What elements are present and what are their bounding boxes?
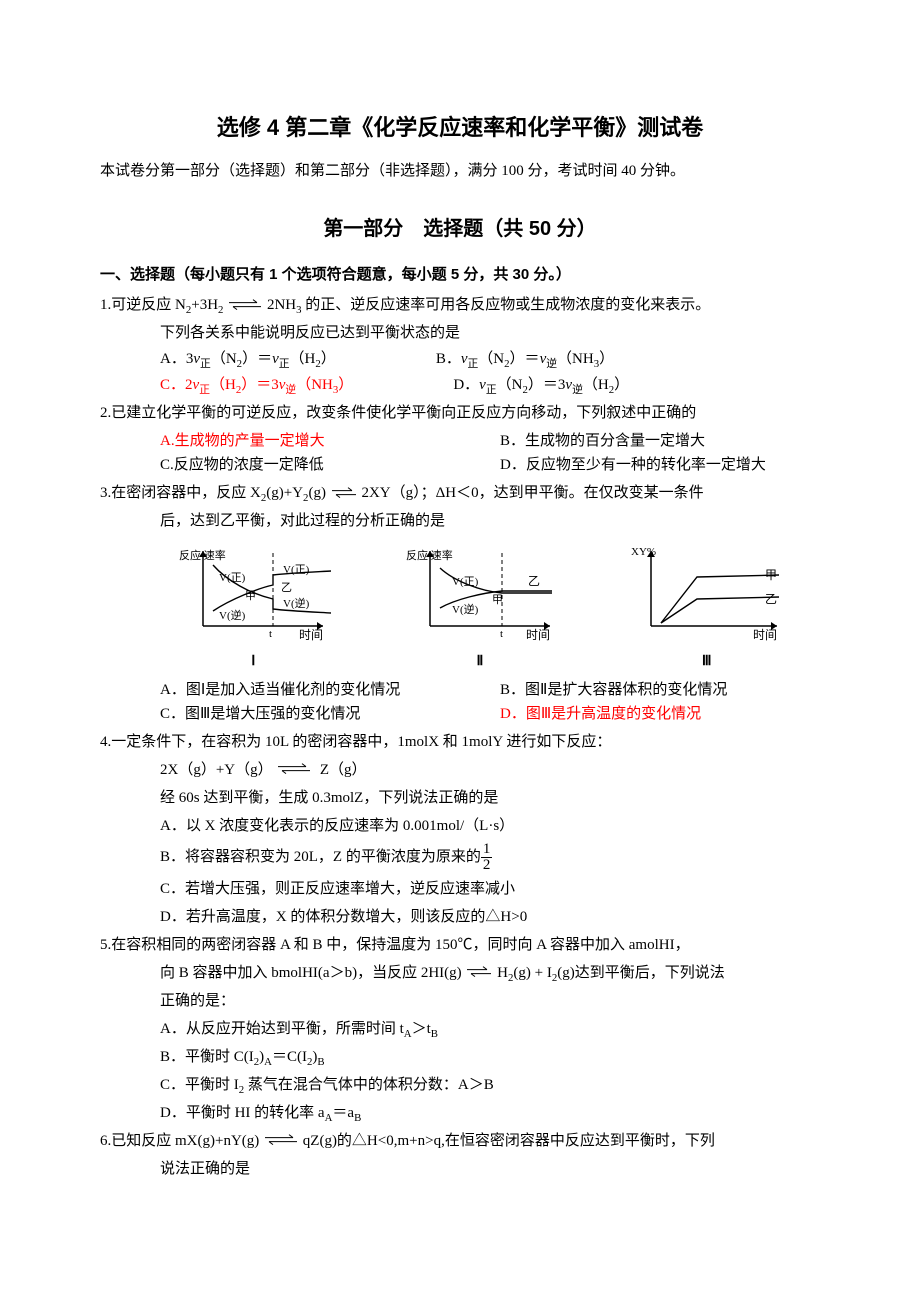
svg-text:乙: 乙 (281, 581, 292, 594)
q3-cap-1: Ⅰ (173, 651, 333, 673)
q1-s-d: 的正、逆反应速率可用各反应物或生成物浓度的变化来表示。 (302, 297, 711, 313)
q3-figures: 反应 速率 V(正) V(正) 甲 乙 V(逆) V(逆) t 时间 Ⅰ 反应 … (140, 541, 820, 673)
svg-text:时间: 时间 (753, 628, 777, 641)
q3-s-c: (g) (308, 485, 329, 501)
q5-stem-3: 正确的是： (100, 989, 820, 1013)
svg-text:甲: 甲 (765, 568, 777, 582)
chart-icon: XY% 甲 乙 时间 (627, 541, 787, 641)
q2-opt-c: C.反应物的浓度一定降低 (160, 453, 480, 477)
q1-opts-row2: C．2v正（H2）＝3v逆（NH3） D．v正（N2）＝3v逆（H2） (100, 373, 820, 397)
svg-text:V(逆): V(逆) (283, 596, 310, 610)
svg-text:XY%: XY% (631, 546, 656, 558)
q1-opt-d: D．v正（N2）＝3v逆（H2） (453, 373, 629, 397)
equilibrium-icon (263, 1134, 299, 1149)
q3-opts: A．图Ⅰ是加入适当催化剂的变化情况 B．图Ⅱ是扩大容器体积的变化情况 C．图Ⅲ是… (100, 678, 820, 726)
chart-icon: 反应 速率 V(正) V(正) 甲 乙 V(逆) V(逆) t 时间 (173, 541, 333, 641)
page-subtitle: 本试卷分第一部分（选择题）和第二部分（非选择题），满分 100 分，考试时间 4… (100, 159, 820, 183)
q3-s-a: 3.在密闭容器中，反应 X (100, 485, 261, 501)
svg-text:t: t (269, 628, 272, 640)
q6-stem: 6.已知反应 mX(g)+nY(g) qZ(g)的△H<0,m+n>q,在恒容密… (100, 1129, 820, 1153)
q2-opt-a: A.生成物的产量一定增大 (160, 429, 480, 453)
q3-cap-2: Ⅱ (400, 651, 560, 673)
q1-stem-2: 下列各关系中能说明反应已达到平衡状态的是 (100, 321, 820, 345)
q5-opt-c: C．平衡时 I2 蒸气在混合气体中的体积分数：A＞B (100, 1073, 820, 1097)
svg-text:V(正): V(正) (283, 564, 310, 576)
q1-stem: 1.可逆反应 N2+3H2 2NH3 的正、逆反应速率可用各反应物或生成物浓度的… (100, 293, 820, 317)
q5-opt-a: A．从反应开始达到平衡，所需时间 tA＞tB (100, 1017, 820, 1041)
q3-cap-3: Ⅲ (627, 651, 787, 673)
section-1-heading: 第一部分 选择题（共 50 分） (100, 213, 820, 245)
svg-text:V(正): V(正) (219, 572, 246, 584)
q3-opt-b: B．图Ⅱ是扩大容器体积的变化情况 (500, 678, 820, 702)
q5-opt-d: D．平衡时 HI 的转化率 aA＝aB (100, 1101, 820, 1125)
q1-opts-row1: A．3v正（N2）＝v正（H2） B．v正（N2）＝v逆（NH3） (100, 347, 820, 371)
q3-fig-2: 反应 速率 V(正) 乙 甲 V(逆) t 时间 Ⅱ (400, 541, 560, 673)
q4-opt-d: D．若升高温度，X 的体积分数增大，则该反应的△H>0 (100, 905, 820, 929)
q2-opt-d: D．反应物至少有一种的转化率一定增大 (500, 453, 820, 477)
section-1-sub: 一、选择题（每小题只有 1 个选项符合题意，每小题 5 分，共 30 分。） (100, 263, 820, 287)
q3-s-b: (g)+Y (266, 485, 303, 501)
svg-text:反应 速率: 反应 速率 (406, 548, 453, 562)
svg-text:V(逆): V(逆) (219, 608, 246, 622)
q1-s-b: +3H (191, 297, 218, 313)
q6-s-a: 6.已知反应 mX(g)+nY(g) (100, 1133, 259, 1149)
q4-eq: 2X（g）+Y（g） Z（g） (100, 758, 820, 782)
svg-text:V(正): V(正) (452, 576, 479, 588)
svg-text:反应 速率: 反应 速率 (179, 548, 226, 562)
q6-stem-2: 说法正确的是 (100, 1157, 820, 1181)
q2-opt-b: B．生成物的百分含量一定增大 (500, 429, 820, 453)
equilibrium-icon (227, 298, 263, 313)
q3-fig-1: 反应 速率 V(正) V(正) 甲 乙 V(逆) V(逆) t 时间 Ⅰ (173, 541, 333, 673)
svg-text:乙: 乙 (528, 574, 540, 588)
q5-stem-1: 5.在容积相同的两密闭容器 A 和 B 中，保持温度为 150℃，同时向 A 容… (100, 933, 820, 957)
page-title: 选修 4 第二章《化学反应速率和化学平衡》测试卷 (100, 110, 820, 145)
svg-text:甲: 甲 (492, 594, 503, 606)
equilibrium-icon (330, 486, 358, 501)
q4-opt-c: C．若增大压强，则正反应速率增大，逆反应速率减小 (100, 877, 820, 901)
q1-opt-a: A．3v正（N2）＝v正（H2） (160, 347, 336, 371)
q2-stem: 2.已建立化学平衡的可逆反应，改变条件使化学平衡向正反应方向移动，下列叙述中正确… (100, 401, 820, 425)
svg-text:t: t (500, 628, 503, 640)
q2-opts: A.生成物的产量一定增大 B．生成物的百分含量一定增大 C.反应物的浓度一定降低… (100, 429, 820, 477)
q3-s-d: 2XY（g）；ΔH＜0，达到甲平衡。在仅改变某一条件 (361, 485, 703, 501)
q3-stem: 3.在密闭容器中，反应 X2(g)+Y2(g) 2XY（g）；ΔH＜0，达到甲平… (100, 481, 820, 505)
q4-opt-b: B．将容器容积变为 20L，Z 的平衡浓度为原来的12 (100, 842, 820, 873)
q6-s-b: qZ(g)的△H<0,m+n>q,在恒容密闭容器中反应达到平衡时，下列 (303, 1133, 715, 1149)
chart-icon: 反应 速率 V(正) 乙 甲 V(逆) t 时间 (400, 541, 560, 641)
svg-text:乙: 乙 (765, 592, 777, 606)
q1-s-a: 1.可逆反应 N (100, 297, 186, 313)
q5-stem-2: 向 B 容器中加入 bmolHI(a＞b)，当反应 2HI(g) H2(g) +… (100, 961, 820, 985)
q4-opt-a: A．以 X 浓度变化表示的反应速率为 0.001mol/（L·s） (100, 814, 820, 838)
equilibrium-icon (276, 763, 312, 778)
svg-text:甲: 甲 (245, 590, 256, 602)
q1-s-c: 2NH (267, 297, 296, 313)
svg-text:时间: 时间 (299, 628, 323, 641)
q3-fig-3: XY% 甲 乙 时间 Ⅲ (627, 541, 787, 673)
svg-text:时间: 时间 (526, 628, 550, 641)
q4-stem-1: 4.一定条件下，在容积为 10L 的密闭容器中，1molX 和 1molY 进行… (100, 730, 820, 754)
q4-stem-3: 经 60s 达到平衡，生成 0.3molZ，下列说法正确的是 (100, 786, 820, 810)
equilibrium-icon (465, 966, 493, 981)
svg-text:V(逆): V(逆) (452, 602, 479, 616)
q1-opt-b: B．v正（N2）＝v逆（NH3） (436, 347, 614, 371)
q5-opt-b: B．平衡时 C(I2)A＝C(I2)B (100, 1045, 820, 1069)
q3-opt-c: C．图Ⅲ是增大压强的变化情况 (160, 702, 480, 726)
q3-opt-d: D．图Ⅲ是升高温度的变化情况 (500, 702, 820, 726)
q3-stem-2: 后，达到乙平衡，对此过程的分析正确的是 (100, 509, 820, 533)
q1-opt-c: C．2v正（H2）＝3v逆（NH3） (160, 373, 353, 397)
q3-opt-a: A．图Ⅰ是加入适当催化剂的变化情况 (160, 678, 480, 702)
